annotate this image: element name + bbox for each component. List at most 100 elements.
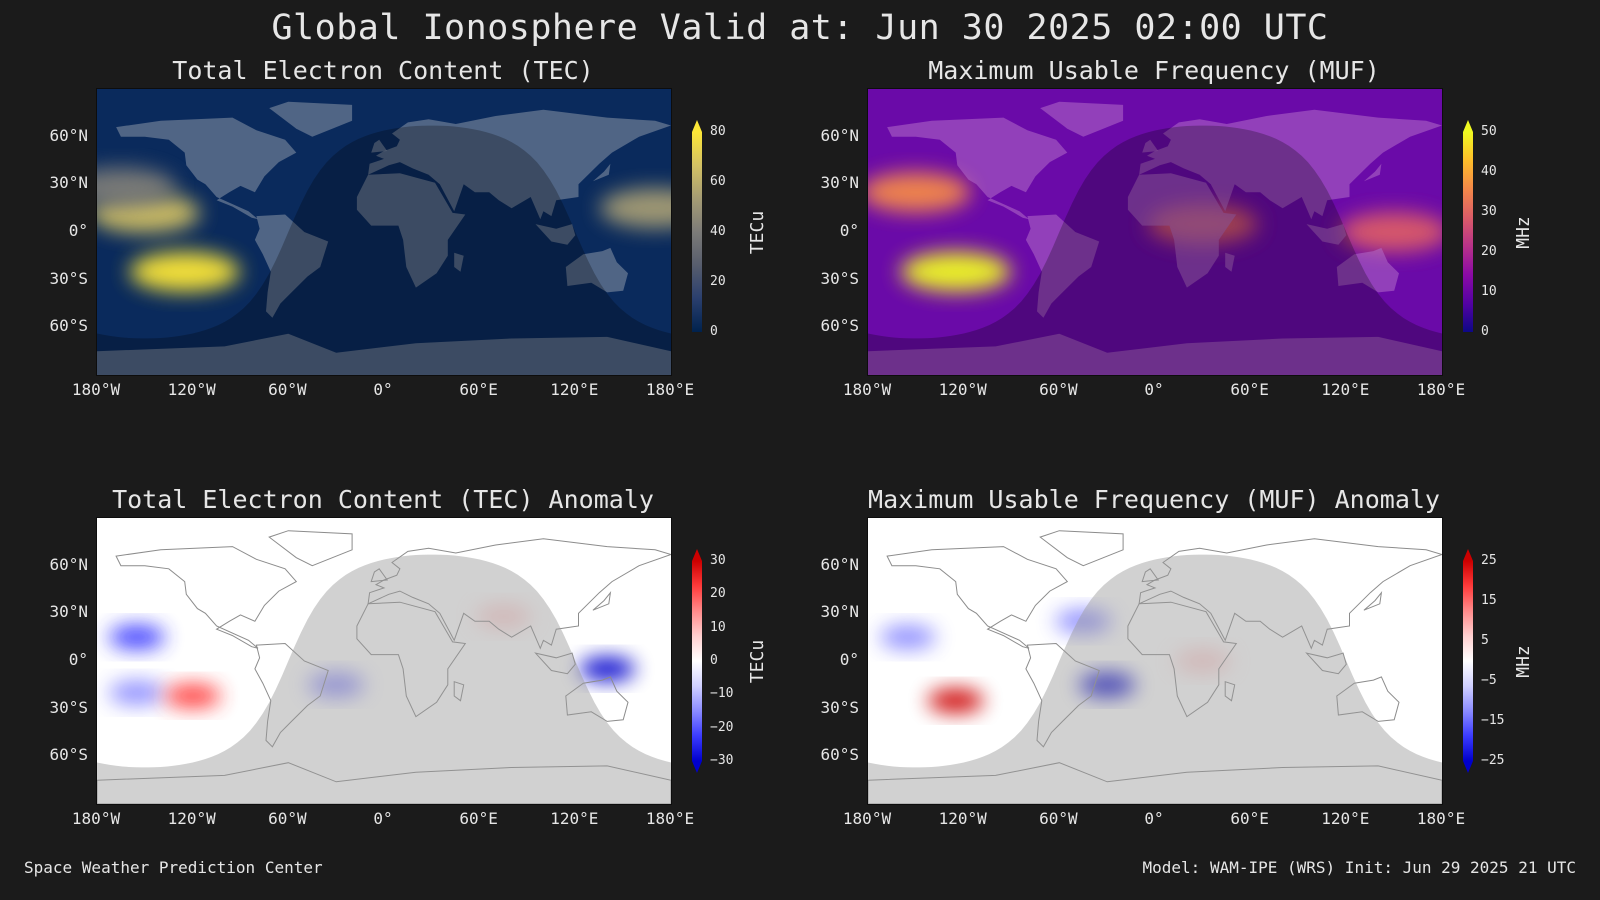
colorbar-label: TECu (747, 210, 769, 255)
y-tick-label: 0° (68, 221, 88, 240)
map-plot (867, 517, 1443, 805)
land-outline (592, 590, 612, 611)
x-tick-label: 120°W (938, 380, 987, 399)
x-tick-label: 0° (1144, 809, 1164, 828)
y-tick-label: 60°N (49, 125, 88, 145)
land-outline (1306, 224, 1347, 245)
data-hotspot (879, 625, 936, 650)
colorbar-tick-label: 20 (710, 274, 726, 289)
land-outline (565, 676, 629, 722)
land-outline (269, 101, 353, 137)
land-outline (1363, 163, 1382, 182)
y-tick-label: 60°S (820, 745, 859, 765)
x-tick-label: 120°E (1321, 809, 1370, 828)
y-tick-label: 60°N (820, 125, 859, 145)
x-tick-label: 60°W (1039, 380, 1078, 399)
y-tick-label: 30°N (820, 602, 859, 622)
data-hotspot (868, 172, 971, 213)
map-background (868, 518, 1442, 804)
land-outline (371, 139, 388, 153)
colorbar-tick-label: 0 (710, 653, 718, 668)
panel-title: Maximum Usable Frequency (MUF) (928, 56, 1380, 85)
colorbar-tick-label: 10 (1481, 284, 1497, 299)
land-outline (1127, 173, 1237, 288)
x-tick-label: 120°E (1321, 380, 1370, 399)
colorbar-extend-max (692, 120, 702, 132)
y-tick-label: 30°N (49, 173, 88, 193)
land-outline (592, 163, 611, 182)
colorbar-tick-label: 15 (1481, 593, 1497, 608)
y-tick-label: 0° (839, 221, 859, 240)
land-outline (1039, 530, 1124, 567)
panel-title: Total Electron Content (TEC) Anomaly (112, 485, 654, 514)
night-shade (868, 554, 1442, 804)
colorbar-extend-max (1463, 120, 1473, 132)
land-outline (1139, 109, 1442, 220)
colorbar-tick-label: −15 (1481, 713, 1505, 728)
x-tick-label: 0° (1144, 380, 1164, 399)
map-plot (96, 88, 672, 376)
land-outline (370, 568, 389, 583)
colorbar-label: MHz (1512, 645, 1534, 678)
land-outline (534, 652, 576, 675)
x-tick-label: 60°E (1230, 809, 1269, 828)
colorbar (1463, 561, 1473, 761)
land-outline (1305, 652, 1347, 675)
data-hotspot (579, 656, 636, 681)
land-outline (565, 247, 628, 293)
land-outline (1224, 681, 1236, 702)
map-svg (868, 89, 1442, 375)
y-tick-label: 30°S (820, 697, 859, 717)
y-tick-label: 30°N (49, 602, 88, 622)
x-tick-label: 60°E (459, 809, 498, 828)
land-outline (116, 117, 297, 220)
land-outline (356, 173, 466, 288)
y-tick-label: 30°N (820, 173, 859, 193)
x-tick-label: 60°W (1039, 809, 1078, 828)
panel-title: Total Electron Content (TEC) (172, 56, 594, 85)
map-plot (96, 517, 672, 805)
data-hotspot (927, 688, 984, 713)
x-tick-label: 60°W (268, 380, 307, 399)
colorbar-tick-label: 0 (710, 324, 718, 339)
colorbar-tick-label: −20 (710, 719, 734, 735)
x-tick-label: 180°E (645, 380, 695, 399)
panel-title: Maximum Usable Frequency (MUF) Anomaly (868, 485, 1440, 514)
x-tick-label: 120°W (167, 380, 216, 399)
data-hotspot (1339, 212, 1442, 252)
colorbar (692, 132, 702, 332)
data-hotspot (1174, 649, 1231, 673)
land-outline (1142, 139, 1159, 153)
land-outline (1225, 252, 1235, 272)
colorbar-extend-max (692, 549, 702, 561)
colorbar-tick-label: 5 (1481, 633, 1489, 648)
land-outline (368, 109, 671, 220)
colorbar-tick-label: 25 (1481, 553, 1497, 568)
colorbar-tick-label: 60 (710, 174, 726, 189)
land-outline (115, 546, 298, 649)
colorbar-extend-min (1463, 761, 1473, 773)
colorbar-tick-label: 30 (710, 553, 726, 568)
colorbar-extend-min (692, 761, 702, 773)
footer-model: Model: WAM-IPE (WRS) Init: Jun 29 2025 2… (1142, 858, 1576, 877)
x-tick-label: 60°W (268, 809, 307, 828)
colorbar-label: TECu (747, 639, 769, 684)
map-svg (97, 89, 671, 375)
x-tick-label: 60°E (459, 380, 498, 399)
colorbar-tick-label: 80 (710, 124, 726, 139)
land-outline (868, 333, 1442, 375)
data-hotspot (108, 625, 165, 650)
y-tick-label: 60°S (49, 745, 88, 765)
x-tick-label: 180°W (71, 809, 121, 828)
x-tick-label: 180°W (842, 380, 892, 399)
land-outline (1127, 601, 1238, 718)
y-tick-label: 0° (68, 650, 88, 669)
land-outline (1141, 568, 1160, 583)
land-outline (1336, 247, 1399, 293)
colorbar-tick-label: 20 (1481, 244, 1497, 259)
land-outline (1138, 538, 1442, 650)
land-outline (97, 762, 671, 804)
y-tick-label: 30°S (49, 697, 88, 717)
land-outline (535, 224, 576, 245)
land-outline (367, 538, 671, 650)
